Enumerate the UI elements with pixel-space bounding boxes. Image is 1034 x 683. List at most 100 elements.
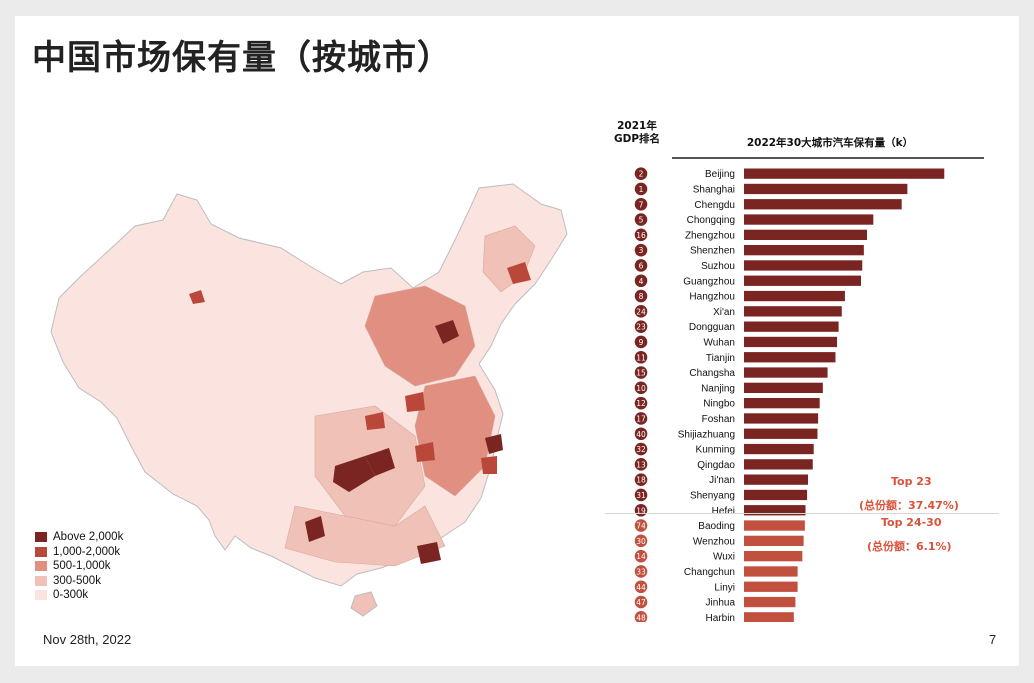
slide: 中国市场保有量（按城市） Above 2,000k 1,000-2,000k 5…: [15, 16, 1019, 666]
region-chengdu: [333, 456, 375, 492]
bar: [744, 535, 804, 546]
gdp-rank-label: 8: [639, 292, 644, 301]
bar: [744, 413, 819, 424]
gdp-rank-label: 18: [636, 476, 646, 485]
gdp-rank-badge: [634, 611, 648, 622]
gdp-rank-badge: [634, 580, 648, 594]
city-label: Hangzhou: [689, 292, 735, 303]
city-label: Changchun: [684, 567, 735, 578]
bar: [744, 367, 828, 378]
gdp-rank-label: 32: [636, 445, 646, 454]
region-south: [284, 505, 446, 567]
gdp-rank-badge: [634, 228, 648, 242]
region-shanghai: [485, 434, 503, 454]
region-wuhan: [415, 442, 435, 462]
bar: [744, 505, 806, 516]
legend-item: 1,000-2,000k: [35, 545, 123, 560]
region-beijing: [435, 320, 459, 344]
gdp-rank-badge: [634, 320, 648, 333]
bar: [744, 382, 823, 393]
region-zhengzhou: [405, 392, 425, 412]
city-label: Wenzhou: [693, 536, 735, 547]
map-legend: Above 2,000k 1,000-2,000k 500-1,000k 300…: [35, 530, 123, 603]
page-number: 7: [989, 632, 997, 647]
gdp-rank-badge: [634, 412, 648, 425]
city-label: Zhengzhou: [685, 230, 735, 241]
gdp-rank-label: 13: [636, 460, 646, 469]
bar: [744, 199, 902, 210]
gdp-rank-label: 23: [636, 323, 646, 332]
gdp-rank-label: 9: [639, 338, 644, 347]
legend-item: Above 2,000k: [35, 530, 123, 545]
bar: [744, 428, 818, 439]
gdp-rank-label: 10: [636, 384, 646, 393]
gdp-rank-badge: [634, 458, 648, 471]
city-label: Shenzhen: [690, 246, 735, 257]
gdp-rank-label: 2: [639, 170, 644, 179]
city-label: Chengdu: [694, 200, 735, 211]
city-label: Linyi: [714, 582, 735, 593]
bar: [744, 290, 845, 302]
legend-label: 0-300k: [53, 589, 89, 602]
legend-item: 500-1,000k: [35, 559, 123, 574]
legend-label: Above 2,000k: [53, 531, 124, 544]
gdp-rank-label: 31: [636, 491, 646, 500]
gdp-rank-label: 12: [636, 399, 646, 408]
bar: [744, 245, 864, 256]
bar: [744, 229, 867, 240]
bar: [744, 612, 794, 622]
bar: [744, 398, 820, 409]
bar: [744, 306, 842, 317]
region-xian: [365, 412, 385, 430]
city-label: Foshan: [702, 414, 735, 425]
legend-item: 300-500k: [35, 574, 123, 589]
legend-swatch: [35, 590, 47, 601]
gdp-rank-label: 5: [639, 216, 644, 225]
hainan-island: [350, 591, 378, 617]
gdp-rank-label: 15: [636, 369, 646, 378]
city-label: Tianjin: [706, 353, 735, 364]
city-label: Guangzhou: [683, 276, 735, 287]
gdp-rank-badge: [634, 473, 648, 486]
gdp-rank-badge: [634, 243, 648, 257]
china-outline: [50, 183, 568, 587]
legend-label: 300-500k: [53, 574, 101, 587]
city-label: Suzhou: [701, 261, 735, 272]
gdp-rank-label: 6: [639, 261, 644, 270]
gdp-rank-label: 11: [636, 353, 646, 362]
bar: [744, 459, 813, 470]
region-shenyang: [507, 262, 531, 284]
city-label: Jinhua: [706, 598, 736, 609]
gdp-rank-label: 3: [639, 246, 644, 255]
bar: [744, 489, 808, 501]
city-label: Baoding: [698, 521, 735, 532]
region-chongqing: [365, 448, 395, 476]
top24-30-share: (总份额：6.1%): [867, 540, 952, 553]
gdp-rank-label: 1: [639, 185, 644, 194]
gdp-rank-label: 16: [636, 231, 646, 240]
region-urumqi: [189, 290, 205, 304]
legend-swatch: [35, 561, 47, 572]
gdp-rank-badge: [634, 350, 648, 364]
legend-label: 500-1,000k: [53, 560, 111, 573]
gdp-rank-label: 47: [636, 598, 646, 607]
gdp-rank-badge: [634, 197, 648, 211]
gdp-rank-badge: [634, 442, 648, 456]
gdp-rank-label: 30: [636, 537, 646, 546]
city-label: Dongguan: [689, 322, 735, 333]
gdp-rank-badge: [634, 396, 648, 410]
city-label: Shanghai: [693, 184, 735, 195]
bar: [744, 474, 809, 485]
gdp-rank-badge: [634, 213, 648, 226]
gdp-rank-badge: [634, 366, 648, 379]
gdp-rank-badge: [634, 427, 648, 441]
legend-swatch: [35, 575, 47, 586]
bar: [744, 275, 862, 286]
legend-swatch: [35, 532, 47, 543]
city-label: Shijiazhuang: [678, 429, 735, 440]
footer-date: Nov 28th, 2022: [43, 632, 132, 647]
region-guangzhou: [417, 542, 441, 564]
top23-share: (总份额：37.47%): [859, 499, 959, 512]
gdp-rank-label: 24: [636, 307, 646, 316]
city-label: Changsha: [689, 368, 735, 379]
